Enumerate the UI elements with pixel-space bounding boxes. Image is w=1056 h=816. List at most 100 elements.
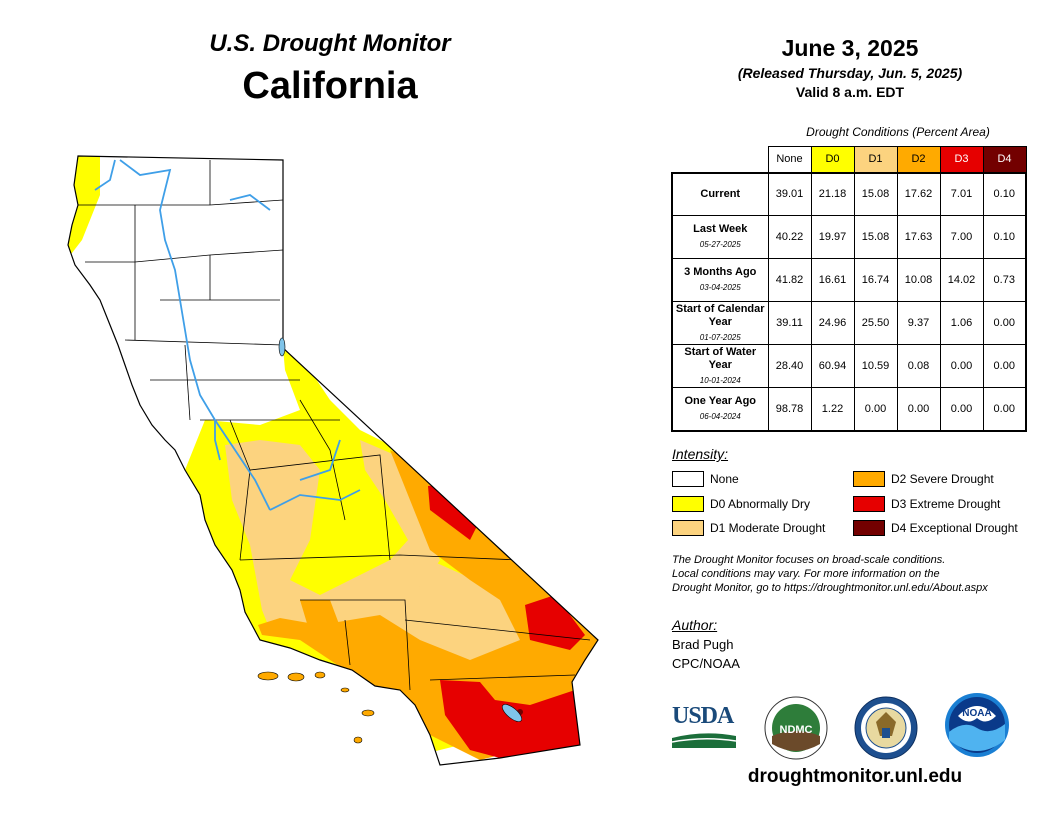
table-corner xyxy=(672,147,768,173)
row-label: Last Week 05-27-2025 xyxy=(671,215,769,259)
cell-d2: 0.08 xyxy=(896,344,941,388)
col-none: None xyxy=(767,146,812,173)
cell-d1: 15.08 xyxy=(853,171,898,216)
col-d0: D0 xyxy=(810,146,855,173)
cell-d4: 0.00 xyxy=(982,387,1027,432)
cell-d0: 16.61 xyxy=(810,258,855,302)
table-row: Current 39.01 21.18 15.08 17.62 7.01 0.1… xyxy=(671,171,1027,216)
california-drought-map xyxy=(67,155,599,766)
cell-none: 39.01 xyxy=(767,171,812,216)
d3-area-mojave xyxy=(525,595,585,650)
legend-d0: D0 Abnormally Dry xyxy=(672,495,810,513)
col-d4: D4 xyxy=(982,146,1027,173)
disclaimer-note: The Drought Monitor focuses on broad-sca… xyxy=(672,554,988,594)
valid-time: Valid 8 a.m. EDT xyxy=(795,84,905,100)
drought-areas xyxy=(68,156,598,765)
lakes xyxy=(278,337,523,722)
map-date: June 3, 2025 xyxy=(781,35,919,61)
intensity-title: Intensity: xyxy=(672,446,729,462)
svg-text:NOAA: NOAA xyxy=(962,708,991,719)
row-label: Current xyxy=(671,171,769,216)
legend-label: D0 Abnormally Dry xyxy=(710,497,811,511)
legend-swatch xyxy=(853,520,885,536)
lake-tahoe xyxy=(278,337,286,357)
cell-d1: 15.08 xyxy=(853,215,898,259)
cell-d0: 24.96 xyxy=(810,301,855,345)
cell-none: 39.11 xyxy=(767,301,812,345)
d2-area-south xyxy=(258,450,598,760)
cell-d4: 0.10 xyxy=(982,215,1027,259)
cell-d2: 17.63 xyxy=(896,215,941,259)
table-row: Start of Calendar Year 01-07-2025 39.11 2… xyxy=(671,301,1027,345)
d2-area-coast xyxy=(300,600,345,650)
legend-swatch xyxy=(672,496,704,512)
salton-sea xyxy=(501,704,523,722)
table-row: Last Week 05-27-2025 40.22 19.97 15.08 17… xyxy=(671,215,1027,259)
cell-none: 40.22 xyxy=(767,215,812,259)
cell-d2: 17.62 xyxy=(896,171,941,216)
cell-d1: 0.00 xyxy=(853,387,898,432)
cell-d4: 0.00 xyxy=(982,301,1027,345)
ndmc-logo: NDMC xyxy=(764,696,828,760)
legend-label: D3 Extreme Drought xyxy=(891,497,1001,511)
legend-swatch xyxy=(853,471,885,487)
legend-d3: D3 Extreme Drought xyxy=(853,495,1000,513)
legend-swatch xyxy=(672,471,704,487)
cell-d3: 1.06 xyxy=(939,301,984,345)
cell-d4: 0.73 xyxy=(982,258,1027,302)
legend-swatch xyxy=(853,496,885,512)
legend-none: None xyxy=(672,470,739,488)
author-name: Brad Pugh xyxy=(672,637,734,652)
d3-area-owens xyxy=(428,484,480,540)
legend-d1: D1 Moderate Drought xyxy=(672,519,825,537)
col-d2: D2 xyxy=(896,146,941,173)
d3-area-southeast xyxy=(440,680,580,758)
date-header: June 3, 2025 (Released Thursday, Jun. 5,… xyxy=(700,34,1000,100)
cell-none: 41.82 xyxy=(767,258,812,302)
row-label: One Year Ago 06-04-2024 xyxy=(671,387,769,432)
website-link[interactable]: droughtmonitor.unl.edu xyxy=(747,766,963,787)
d1-area-sierra xyxy=(360,440,440,590)
noaa-logo: NOAA xyxy=(945,693,1009,757)
cell-none: 28.40 xyxy=(767,344,812,388)
cell-d1: 16.74 xyxy=(853,258,898,302)
cell-d0: 60.94 xyxy=(810,344,855,388)
legend-swatch xyxy=(672,520,704,536)
legend-d4: D4 Exceptional Drought xyxy=(853,519,1018,537)
drought-conditions-table: None D0 D1 D2 D3 D4 Current 39.01 21.18 … xyxy=(671,146,1027,432)
cell-d0: 19.97 xyxy=(810,215,855,259)
legend-label: None xyxy=(710,472,739,486)
table-title: Drought Conditions (Percent Area) xyxy=(806,125,990,139)
cell-d2: 0.00 xyxy=(896,387,941,432)
col-d3: D3 xyxy=(939,146,984,173)
row-label: Start of Water Year 10-01-2024 xyxy=(671,344,769,388)
author-title: Author: xyxy=(672,617,718,633)
cell-d4: 0.00 xyxy=(982,344,1027,388)
cell-d4: 0.10 xyxy=(982,171,1027,216)
table-row: One Year Ago 06-04-2024 98.78 1.22 0.00 0… xyxy=(671,387,1027,432)
map-header: U.S. Drought Monitor California xyxy=(175,30,485,108)
doc-seal-logo xyxy=(854,696,918,760)
release-date: (Released Thursday, Jun. 5, 2025) xyxy=(737,65,963,81)
cell-d3: 7.01 xyxy=(939,171,984,216)
map-subtitle: U.S. Drought Monitor xyxy=(209,30,451,57)
cell-d1: 25.50 xyxy=(853,301,898,345)
cell-d3: 0.00 xyxy=(939,344,984,388)
legend-label: D4 Exceptional Drought xyxy=(891,521,1018,535)
rivers xyxy=(94,159,361,511)
cell-d2: 10.08 xyxy=(896,258,941,302)
cell-d3: 7.00 xyxy=(939,215,984,259)
cell-d2: 9.37 xyxy=(896,301,941,345)
channel-islands xyxy=(257,671,375,744)
svg-text:NDMC: NDMC xyxy=(780,724,813,736)
legend-label: D2 Severe Drought xyxy=(891,472,994,486)
row-label: 3 Months Ago 03-04-2025 xyxy=(671,258,769,302)
table-header-row: None D0 D1 D2 D3 D4 xyxy=(672,146,1027,173)
author-org: CPC/NOAA xyxy=(672,656,740,671)
usda-logo: USDA xyxy=(672,703,734,729)
cell-d3: 0.00 xyxy=(939,387,984,432)
state-title: California xyxy=(242,65,418,107)
usda-logo-mark xyxy=(672,733,736,748)
row-label: Start of Calendar Year 01-07-2025 xyxy=(671,301,769,345)
cell-d0: 1.22 xyxy=(810,387,855,432)
